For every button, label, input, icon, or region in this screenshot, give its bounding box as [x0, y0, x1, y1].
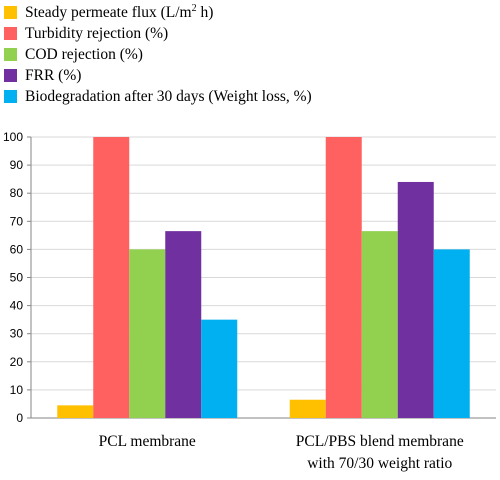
y-tick-label: 100 — [3, 130, 23, 144]
y-tick-label: 60 — [10, 242, 24, 256]
y-tick-label: 30 — [10, 327, 24, 341]
legend-item: Biodegradation after 30 days (Weight los… — [4, 86, 496, 107]
legend-label: FRR (%) — [25, 66, 82, 84]
bar — [433, 249, 470, 418]
x-category-label: PCL/PBS blend membrane — [296, 433, 464, 450]
y-tick-label: 50 — [10, 271, 24, 285]
legend-swatch — [4, 6, 17, 19]
legend-item: FRR (%) — [4, 65, 496, 86]
y-tick-label: 0 — [16, 411, 23, 425]
bar — [361, 231, 398, 418]
legend-label: Steady permeate flux (L/m2 h) — [25, 2, 214, 22]
legend-label: COD rejection (%) — [25, 45, 143, 63]
bar — [57, 405, 94, 418]
legend-item: Steady permeate flux (L/m2 h) — [4, 2, 496, 23]
legend-label: Turbidity rejection (%) — [25, 24, 169, 42]
bar — [165, 231, 202, 418]
chart-legend: Steady permeate flux (L/m2 h) Turbidity r… — [4, 2, 496, 107]
bar — [325, 137, 362, 418]
bar — [93, 137, 130, 418]
legend-swatch — [4, 48, 17, 61]
legend-swatch — [4, 27, 17, 40]
y-tick-label: 10 — [10, 383, 24, 397]
y-tick-label: 80 — [10, 186, 24, 200]
bar — [397, 181, 434, 418]
y-tick-label: 70 — [10, 214, 24, 228]
y-tick-label: 90 — [10, 158, 24, 172]
bar — [129, 249, 166, 418]
x-category-label: PCL membrane — [99, 433, 196, 450]
y-tick-label: 20 — [10, 355, 24, 369]
legend-swatch — [4, 90, 17, 103]
bar — [289, 399, 326, 418]
bar — [201, 319, 238, 418]
legend-item: Turbidity rejection (%) — [4, 23, 496, 44]
legend-item: COD rejection (%) — [4, 44, 496, 65]
legend-swatch — [4, 69, 17, 82]
legend-label: Biodegradation after 30 days (Weight los… — [25, 87, 312, 105]
x-category-label: with 70/30 weight ratio — [307, 455, 452, 472]
y-tick-label: 40 — [10, 299, 24, 313]
